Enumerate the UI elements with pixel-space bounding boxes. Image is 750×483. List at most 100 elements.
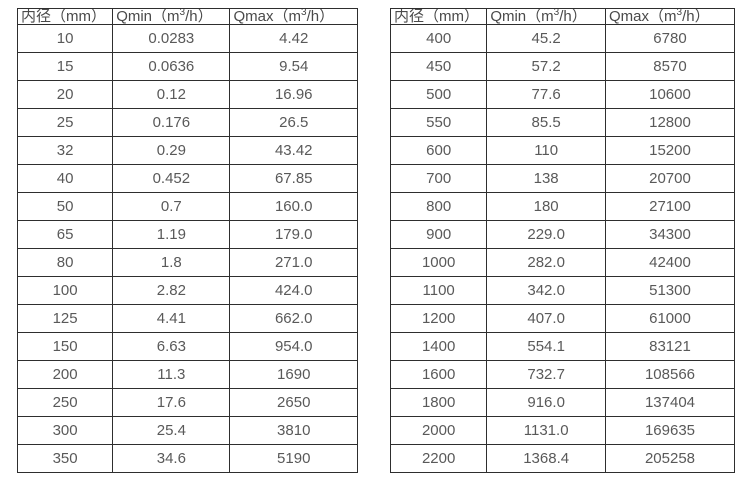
table-row: 450 57.2 8570 xyxy=(389,52,736,81)
table-row: 550 85.5 12800 xyxy=(389,108,736,137)
table-header-row: 内径（mm） Qmin（m3/h） Qmax（m3/h） xyxy=(16,8,358,25)
table-cell: 137404 xyxy=(604,388,736,417)
table-cell: 34.6 xyxy=(112,444,231,473)
table-cell: 83121 xyxy=(604,332,736,361)
table-row: 1400 554.1 83121 xyxy=(389,332,736,361)
table-cell: 4.41 xyxy=(112,304,231,333)
table-cell: 45.2 xyxy=(486,24,606,53)
table-cell: 57.2 xyxy=(486,52,606,81)
table-row: 15 0.0636 9.54 xyxy=(16,52,358,81)
table-row: 100 2.82 424.0 xyxy=(16,276,358,305)
table-cell: 77.6 xyxy=(486,80,606,109)
table-cell: 51300 xyxy=(604,276,736,305)
table-cell: 110 xyxy=(486,136,606,165)
superscript-3: 3 xyxy=(553,8,560,18)
table-cell: 150 xyxy=(16,332,114,361)
column-header: Qmin（m3/h） xyxy=(112,8,231,25)
table-row: 800 180 27100 xyxy=(389,192,736,221)
table-cell: 20700 xyxy=(604,164,736,193)
table-row: 65 1.19 179.0 xyxy=(16,220,358,249)
table-cell: 282.0 xyxy=(486,248,606,277)
table-cell: 1690 xyxy=(229,360,358,389)
table-cell: 3810 xyxy=(229,416,358,445)
table-row: 2000 1131.0 169635 xyxy=(389,416,736,445)
table-cell: 400 xyxy=(389,24,488,53)
flow-rate-table-small-diameters: 内径（mm） Qmin（m3/h） Qmax（m3/h） 10 0.0283 4.42 1… xyxy=(16,8,358,473)
table-cell: 27100 xyxy=(604,192,736,221)
table-cell: 1600 xyxy=(389,360,488,389)
column-header: 内径（mm） xyxy=(389,8,488,25)
table-row: 25 0.176 26.5 xyxy=(16,108,358,137)
table-row: 2200 1368.4 205258 xyxy=(389,444,736,473)
table-cell: 26.5 xyxy=(229,108,358,137)
table-cell: 0.176 xyxy=(112,108,231,137)
table-cell: 600 xyxy=(389,136,488,165)
table-row: 10 0.0283 4.42 xyxy=(16,24,358,53)
table-cell: 169635 xyxy=(604,416,736,445)
table-cell: 25.4 xyxy=(112,416,231,445)
table-cell: 424.0 xyxy=(229,276,358,305)
table-cell: 300 xyxy=(16,416,114,445)
column-header: Qmin（m3/h） xyxy=(486,8,606,25)
table-row: 400 45.2 6780 xyxy=(389,24,736,53)
table-header-row: 内径（mm） Qmin（m3/h） Qmax（m3/h） xyxy=(389,8,736,25)
table-cell: 43.42 xyxy=(229,136,358,165)
table-cell: 5190 xyxy=(229,444,358,473)
table-cell: 229.0 xyxy=(486,220,606,249)
table-cell: 85.5 xyxy=(486,108,606,137)
table-cell: 450 xyxy=(389,52,488,81)
table-cell: 16.96 xyxy=(229,80,358,109)
table-cell: 17.6 xyxy=(112,388,231,417)
table-cell: 900 xyxy=(389,220,488,249)
table-cell: 0.7 xyxy=(112,192,231,221)
table-cell: 10600 xyxy=(604,80,736,109)
table-row: 350 34.6 5190 xyxy=(16,444,358,473)
table-cell: 9.54 xyxy=(229,52,358,81)
table-cell: 34300 xyxy=(604,220,736,249)
table-row: 80 1.8 271.0 xyxy=(16,248,358,277)
table-cell: 550 xyxy=(389,108,488,137)
header-row: 内径（mm） Qmin（m3/h） Qmax（m3/h） xyxy=(16,8,358,25)
table-row: 200 11.3 1690 xyxy=(16,360,358,389)
table-cell: 6780 xyxy=(604,24,736,53)
table-cell: 125 xyxy=(16,304,114,333)
table-row: 500 77.6 10600 xyxy=(389,80,736,109)
table-row: 600 110 15200 xyxy=(389,136,736,165)
table-cell: 138 xyxy=(486,164,606,193)
table-row: 1000 282.0 42400 xyxy=(389,248,736,277)
table-row: 1200 407.0 61000 xyxy=(389,304,736,333)
table-row: 32 0.29 43.42 xyxy=(16,136,358,165)
table-cell: 0.29 xyxy=(112,136,231,165)
table-cell: 0.0636 xyxy=(112,52,231,81)
table-cell: 1400 xyxy=(389,332,488,361)
table-cell: 42400 xyxy=(604,248,736,277)
table-cell: 40 xyxy=(16,164,114,193)
table-cell: 800 xyxy=(389,192,488,221)
column-header: Qmax（m3/h） xyxy=(604,8,736,25)
table-cell: 50 xyxy=(16,192,114,221)
table-cell: 8570 xyxy=(604,52,736,81)
table-cell: 100 xyxy=(16,276,114,305)
table-cell: 0.12 xyxy=(112,80,231,109)
header-row: 内径（mm） Qmin（m3/h） Qmax（m3/h） xyxy=(389,8,736,25)
table-cell: 2000 xyxy=(389,416,488,445)
table-row: 40 0.452 67.85 xyxy=(16,164,358,193)
table-cell: 1000 xyxy=(389,248,488,277)
table-row: 1600 732.7 108566 xyxy=(389,360,736,389)
table-cell: 2650 xyxy=(229,388,358,417)
flow-rate-table-large-diameters: 内径（mm） Qmin（m3/h） Qmax（m3/h） 400 45.2 6780 45… xyxy=(389,8,736,473)
table-cell: 200 xyxy=(16,360,114,389)
table-cell: 61000 xyxy=(604,304,736,333)
table-cell: 12800 xyxy=(604,108,736,137)
table-cell: 350 xyxy=(16,444,114,473)
table-cell: 407.0 xyxy=(486,304,606,333)
superscript-3: 3 xyxy=(301,8,307,18)
table-row: 700 138 20700 xyxy=(389,164,736,193)
table-cell: 2200 xyxy=(389,444,488,473)
table-cell: 954.0 xyxy=(229,332,358,361)
table-row: 50 0.7 160.0 xyxy=(16,192,358,221)
table-cell: 700 xyxy=(389,164,488,193)
table-cell: 32 xyxy=(16,136,114,165)
table-cell: 271.0 xyxy=(229,248,358,277)
